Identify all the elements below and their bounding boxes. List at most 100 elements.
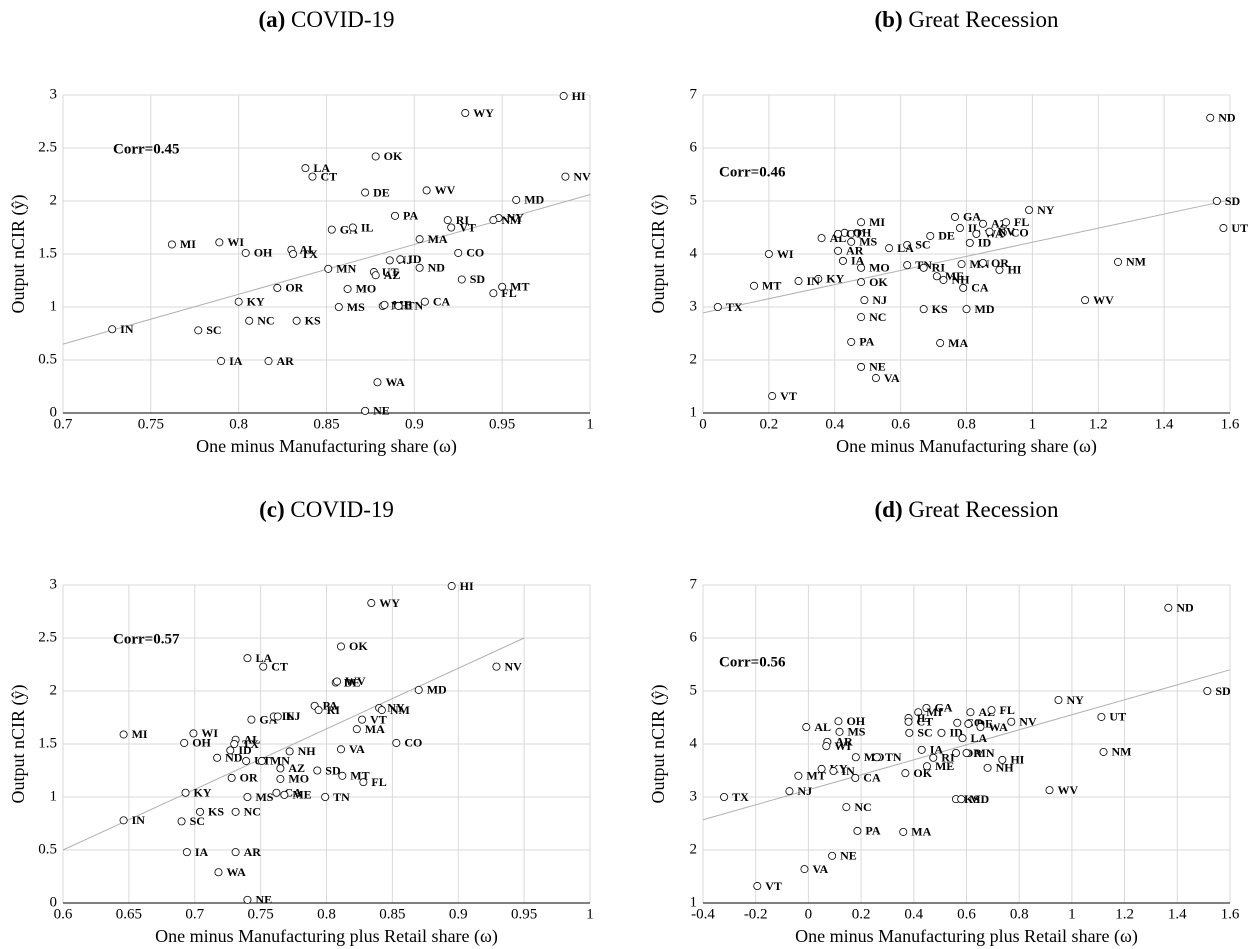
point — [361, 188, 370, 197]
point — [1002, 218, 1011, 227]
y-tick-label: 1 — [690, 894, 698, 910]
point-label: NJ — [797, 784, 812, 798]
x-tick-label: 0 — [699, 416, 707, 432]
point-label: VA — [884, 371, 900, 385]
y-axis-label: Output nCIR (ŷ) — [648, 194, 669, 313]
point-label: PA — [865, 824, 880, 838]
point-label: FL — [371, 775, 386, 789]
point — [1114, 257, 1123, 266]
x-tick-label: 1.2 — [1089, 416, 1108, 432]
point — [561, 172, 570, 181]
point — [181, 788, 190, 797]
y-tick-label: 1 — [50, 298, 58, 314]
x-tick-label: 0.95 — [489, 416, 515, 432]
point-label: MN — [975, 746, 995, 760]
point — [834, 717, 843, 726]
point-label: KY — [247, 294, 265, 308]
point-label: HI — [1007, 263, 1021, 277]
x-tick-label: 1 — [1068, 906, 1076, 922]
point-label: OH — [846, 714, 865, 728]
point-label: IN — [807, 274, 821, 288]
point-label: TX — [301, 247, 318, 261]
point — [177, 817, 186, 826]
point-label: WA — [226, 865, 246, 879]
point — [838, 256, 847, 265]
point — [371, 271, 380, 280]
point — [273, 283, 282, 292]
point — [415, 235, 424, 244]
panel-label: (a) — [258, 7, 285, 32]
point — [371, 152, 380, 161]
point-label: MT — [806, 769, 825, 783]
point-label: ND — [1176, 601, 1194, 615]
point-label: MO — [288, 772, 309, 786]
point-label: VT — [370, 712, 387, 726]
point — [359, 778, 368, 787]
point — [822, 742, 831, 751]
point — [264, 357, 273, 366]
point — [1219, 224, 1228, 233]
point — [334, 302, 343, 311]
point — [922, 762, 931, 771]
point-label: FL — [1014, 215, 1029, 229]
point — [194, 326, 203, 335]
point — [512, 195, 521, 204]
point-label: AR — [846, 244, 864, 258]
point — [380, 300, 389, 309]
point — [227, 773, 236, 782]
point-label: IN — [841, 764, 855, 778]
point — [962, 749, 971, 758]
point-label: TN — [885, 750, 902, 764]
point-label: WV — [435, 183, 456, 197]
point-label: PA — [403, 209, 418, 223]
y-tick-label: 0.5 — [38, 351, 57, 367]
x-tick-label: 0.2 — [852, 906, 871, 922]
point-label: AL — [814, 720, 831, 734]
panel: 0.7 0.75 0.8 0.85 0.9 0.95 1 0 0.5 1 1.5 2 2.5 3 HI WY O… — [8, 7, 594, 457]
x-tick-label: 0.6 — [957, 906, 976, 922]
point-label: OH — [192, 736, 211, 750]
point-label: SD — [325, 763, 341, 777]
point — [247, 715, 256, 724]
x-tick-label: 0.4 — [825, 416, 844, 432]
point-label: LA — [255, 651, 272, 665]
x-tick-label: 0.75 — [138, 416, 164, 432]
point — [196, 807, 205, 816]
y-tick-label: 2.5 — [38, 139, 57, 155]
point — [987, 706, 996, 715]
x-tick-label: 0.8 — [957, 416, 976, 432]
point — [985, 227, 994, 236]
point — [358, 715, 367, 724]
point-label: OR — [991, 256, 1009, 270]
point — [978, 219, 987, 228]
point — [276, 774, 285, 783]
point — [951, 749, 960, 758]
point-label: HI — [1010, 753, 1024, 767]
point-label: AZ — [288, 761, 305, 775]
point-label: ME — [945, 269, 964, 283]
point — [285, 747, 294, 756]
annotation: Corr=0.57 — [113, 631, 180, 647]
x-tick-label: 0.6 — [891, 416, 910, 432]
point-label: MT — [510, 280, 529, 294]
point — [828, 851, 837, 860]
point-label: OK — [349, 639, 368, 653]
x-tick-label: 0.4 — [904, 906, 923, 922]
point — [336, 745, 345, 754]
panel-label: (d) — [875, 497, 903, 522]
point-label: LA — [313, 161, 330, 175]
y-tick-label: 3 — [50, 86, 58, 102]
point — [950, 212, 959, 221]
point — [814, 274, 823, 283]
point — [853, 826, 862, 835]
point — [180, 738, 189, 747]
point-label: MD — [975, 302, 995, 316]
x-tick-label: 0.8 — [317, 906, 336, 922]
point-label: TN — [407, 299, 424, 313]
panel-title: (d) Great Recession — [875, 497, 1059, 522]
x-tick-label: 0.75 — [248, 906, 274, 922]
point-label: NM — [1126, 255, 1146, 269]
point-label: NH — [996, 761, 1015, 775]
point — [998, 228, 1007, 237]
point-label: NM — [390, 703, 410, 717]
